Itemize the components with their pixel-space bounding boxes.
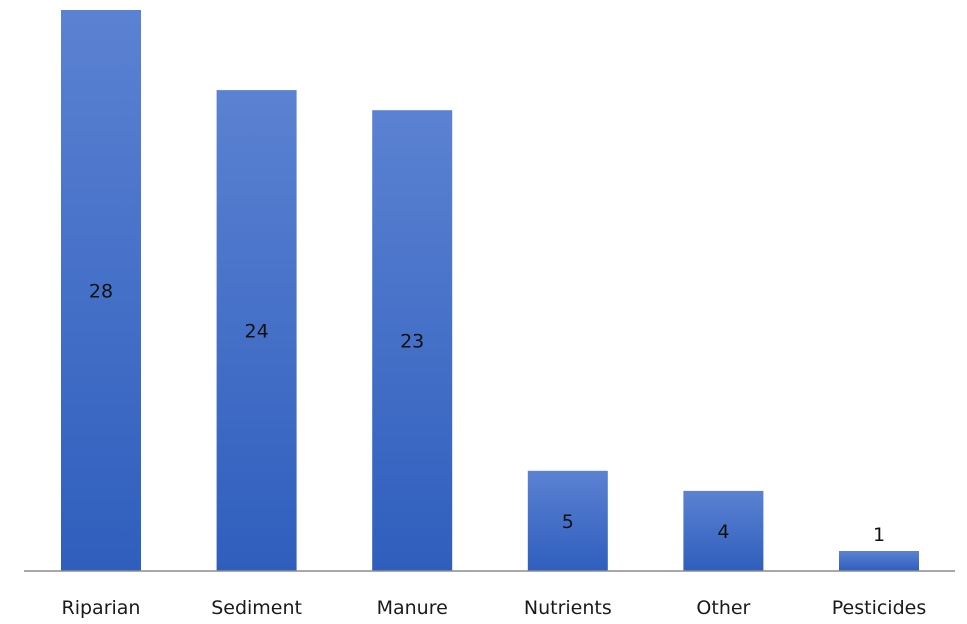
bar-other [683, 490, 764, 571]
x-tick-label-pesticides: Pesticides [832, 597, 926, 619]
data-label-manure: 23 [400, 331, 424, 353]
x-tick-label-nutrients: Nutrients [524, 597, 612, 619]
x-tick-label-riparian: Riparian [62, 597, 141, 619]
data-label-sediment: 24 [245, 321, 269, 343]
x-tick-label-sediment: Sediment [211, 597, 302, 619]
bars-group [61, 10, 919, 571]
bar-manure [372, 110, 453, 571]
x-tick-label-manure: Manure [377, 597, 448, 619]
data-label-nutrients: 5 [562, 511, 574, 533]
data-label-pesticides: 1 [873, 524, 885, 546]
data-labels-group: 28 24 23 5 4 1 [89, 281, 885, 547]
x-tick-labels-group: Riparian Sediment Manure Nutrients Other Pest… [62, 597, 927, 619]
x-tick-label-other: Other [696, 597, 750, 619]
bar-riparian [61, 10, 141, 571]
bar-pesticides [839, 551, 919, 571]
bar-sediment [216, 90, 297, 571]
data-label-riparian: 28 [89, 281, 113, 303]
bar-nutrients [527, 470, 608, 571]
data-label-other: 4 [717, 521, 729, 543]
